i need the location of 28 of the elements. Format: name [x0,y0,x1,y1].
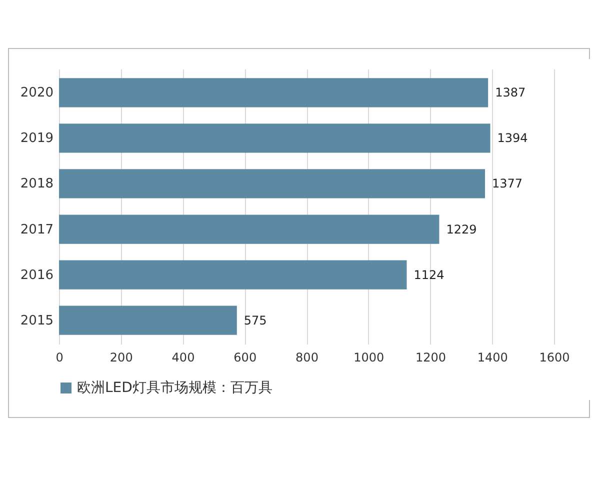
y-tick-label: 2020 [20,86,54,101]
y-tick-label: 2017 [20,222,54,238]
y-tick-label: 2015 [20,313,54,328]
y-tick-label: 2016 [20,268,54,283]
bar [59,306,237,335]
y-tick-label: 2018 [20,176,54,192]
bar [59,214,440,244]
x-tick-label: 1600 [539,350,570,364]
x-tick-label: 200 [110,350,133,364]
x-tick-label: 0 [56,350,64,364]
data-label: 1377 [492,176,523,191]
bar [59,78,488,108]
y-tick-label: 2019 [20,131,54,146]
x-tick-label: 1000 [354,350,384,364]
data-label: 1124 [414,268,444,282]
x-tick-label: 600 [234,350,257,364]
x-tick-label: 1400 [477,350,508,364]
data-label: 575 [244,313,267,328]
bar [59,124,490,153]
x-tick-label: 800 [296,350,318,364]
data-label: 1229 [446,222,477,236]
data-label: 1394 [497,131,528,146]
legend-label: 欧洲LED灯具市场规模：百万具 [77,380,272,396]
x-tick-label: 1200 [415,350,446,364]
bar [59,169,486,198]
bar [59,260,407,290]
data-label: 1387 [495,86,526,100]
x-tick-label: 400 [172,350,195,364]
